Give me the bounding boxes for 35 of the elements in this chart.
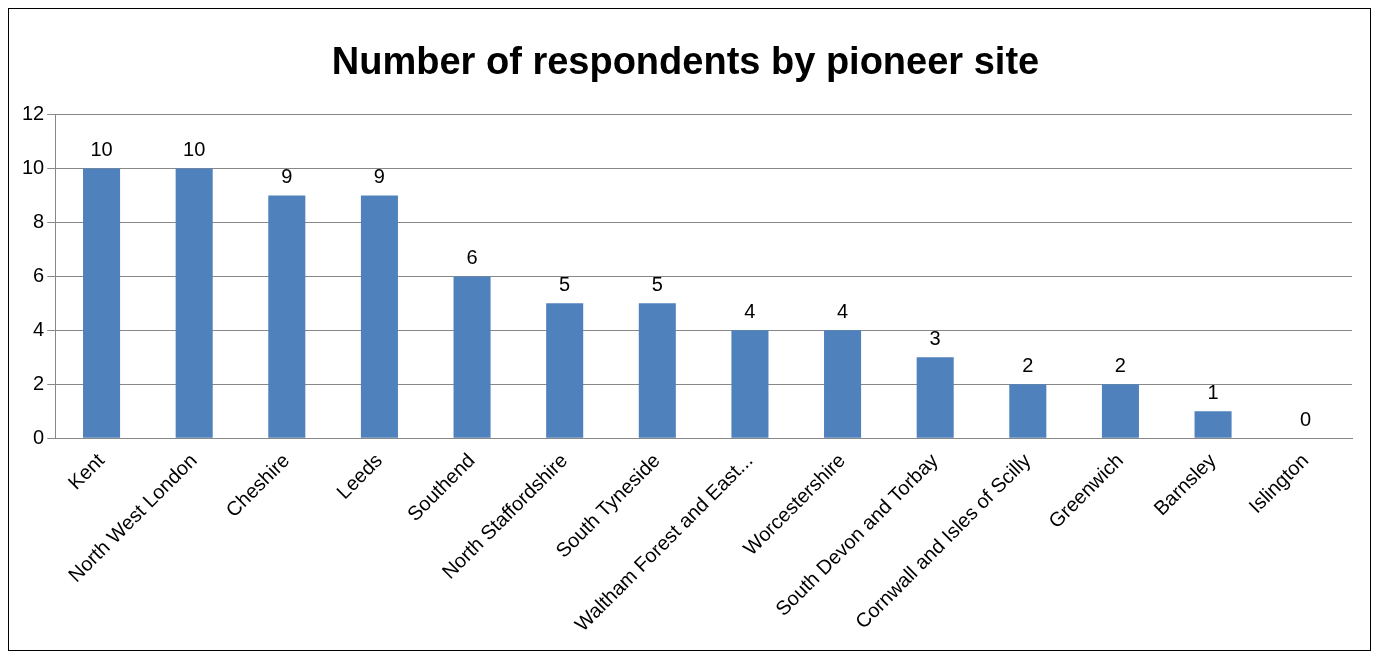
data-label: 10 <box>90 138 113 161</box>
y-tick-label: 8 <box>33 209 45 232</box>
y-tick-label: 0 <box>33 425 45 448</box>
bar <box>916 357 954 438</box>
bar <box>546 303 584 438</box>
data-label: 6 <box>466 245 478 268</box>
data-label: 4 <box>837 299 849 322</box>
bar <box>1101 384 1139 438</box>
bar <box>360 195 398 438</box>
bar <box>1194 411 1232 438</box>
bar <box>824 330 862 438</box>
data-label: 4 <box>744 299 756 322</box>
y-tick-label: 10 <box>22 156 45 179</box>
bar <box>453 276 491 438</box>
data-label: 10 <box>183 138 206 161</box>
y-tick-label: 4 <box>33 317 45 340</box>
y-tick-label: 6 <box>33 263 45 286</box>
data-label: 1 <box>1207 380 1219 403</box>
bar <box>175 168 213 438</box>
data-label: 5 <box>559 272 571 295</box>
chart-title: Number of respondents by pioneer site <box>331 40 1040 83</box>
bar <box>268 195 306 438</box>
y-tick-label: 2 <box>33 371 45 394</box>
bar <box>83 168 121 438</box>
bar <box>731 330 769 438</box>
bar <box>1009 384 1047 438</box>
data-label: 0 <box>1300 407 1312 430</box>
bar <box>638 303 676 438</box>
data-label: 9 <box>373 165 385 188</box>
data-label: 9 <box>281 165 293 188</box>
data-label: 2 <box>1022 353 1034 376</box>
data-label: 5 <box>651 272 663 295</box>
data-label: 3 <box>929 326 941 349</box>
data-label: 2 <box>1114 353 1126 376</box>
y-tick-label: 12 <box>22 102 45 125</box>
